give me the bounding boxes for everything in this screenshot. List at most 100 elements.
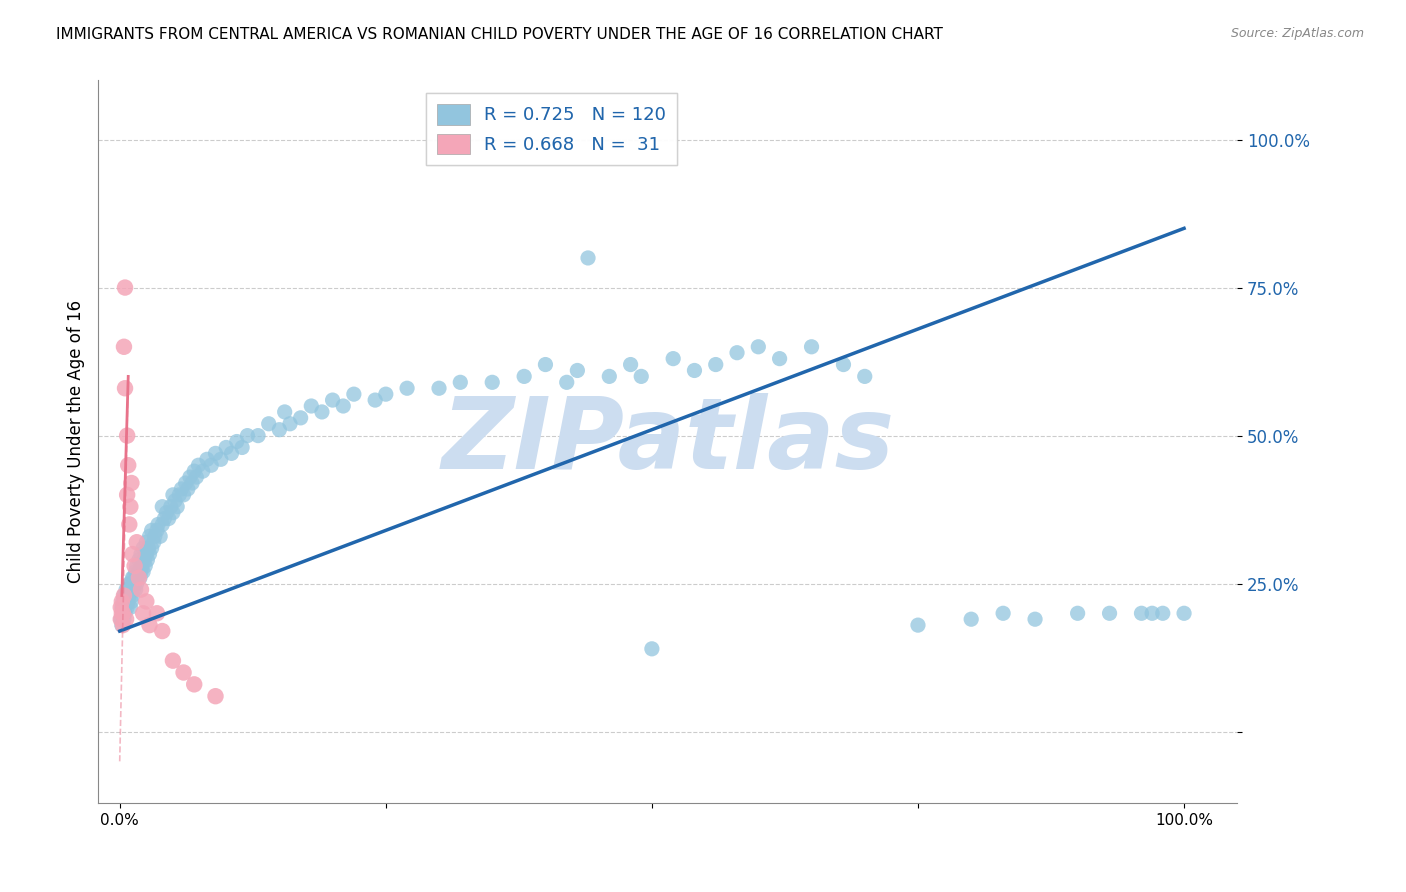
Point [343,387,366,401]
Point [598,369,620,384]
Point [247,428,270,442]
Point [725,345,748,359]
Point [110,612,132,626]
Point [832,358,855,372]
Point [322,393,344,408]
Point [186,470,208,484]
Point [127,571,149,585]
Point [907,618,929,632]
Point [215,441,238,455]
Point [129,582,152,597]
Point [143,529,166,543]
Point [449,376,471,390]
Point [138,529,160,543]
Point [132,607,155,621]
Point [138,541,160,556]
Point [121,571,143,585]
Point [128,553,150,567]
Point [111,607,134,621]
Point [150,517,173,532]
Point [853,369,876,384]
Point [269,423,291,437]
Point [114,594,136,608]
Point [174,475,197,490]
Point [662,351,685,366]
Point [620,358,643,372]
Point [114,381,136,395]
Point [146,517,169,532]
Point [115,594,138,608]
Point [112,589,135,603]
Point [181,475,204,490]
Point [111,607,134,621]
Point [111,618,134,632]
Point [165,493,187,508]
Point [111,600,134,615]
Point [195,452,218,467]
Point [183,464,205,478]
Point [1140,607,1163,621]
Point [115,589,138,603]
Point [120,475,142,490]
Point [138,547,160,561]
Point [1066,607,1088,621]
Point [142,535,165,549]
Point [513,369,536,384]
Point [110,600,132,615]
Point [146,524,169,538]
Point [134,553,156,567]
Point [155,506,177,520]
Point [149,529,172,543]
Point [1098,607,1121,621]
Point [128,565,150,579]
Point [111,594,134,608]
Point [120,582,142,597]
Point [141,541,163,556]
Point [118,576,141,591]
Point [169,488,191,502]
Point [159,500,181,514]
Point [162,488,184,502]
Point [191,464,214,478]
Point [138,618,160,632]
Point [132,565,155,579]
Point [162,506,184,520]
Point [120,576,142,591]
Point [555,376,578,390]
Point [364,393,387,408]
Point [120,500,142,514]
Point [991,607,1014,621]
Point [134,558,156,573]
Point [122,582,145,597]
Point [120,594,142,608]
Point [704,358,727,372]
Y-axis label: Child Poverty Under the Age of 16: Child Poverty Under the Age of 16 [66,300,84,583]
Point [112,340,135,354]
Point [128,571,150,585]
Text: Source: ZipAtlas.com: Source: ZipAtlas.com [1230,27,1364,40]
Point [273,405,295,419]
Point [112,589,135,603]
Point [124,582,146,597]
Point [257,417,280,431]
Point [131,558,153,573]
Point [114,607,136,621]
Point [768,351,790,366]
Point [960,612,983,626]
Point [177,482,200,496]
Point [124,576,146,591]
Point [157,511,180,525]
Point [231,441,253,455]
Point [115,428,138,442]
Point [166,500,188,514]
Point [204,689,226,703]
Point [747,340,769,354]
Point [146,607,169,621]
Point [135,594,157,608]
Point [225,434,247,449]
Point [567,363,589,377]
Point [115,600,138,615]
Point [114,600,136,615]
Point [115,582,138,597]
Point [129,571,152,585]
